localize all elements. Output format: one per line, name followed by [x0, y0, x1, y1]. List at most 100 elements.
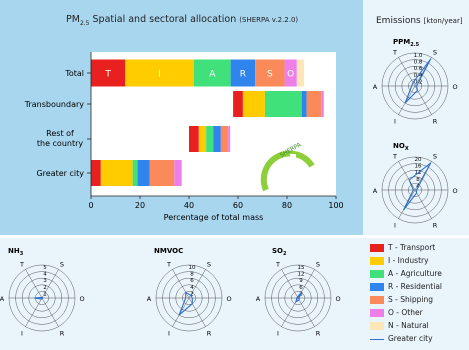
bar-segment-t	[233, 91, 243, 117]
radar-title: NH3	[8, 247, 24, 257]
radar-axis-label: A	[373, 187, 378, 195]
legend-item-greater-city: Greater city	[370, 334, 433, 344]
legend-label: R - Residential	[388, 282, 442, 291]
x-axis-label: Percentage of total mass	[164, 213, 264, 222]
bar-segment-a	[193, 59, 231, 87]
bar-segment-s	[255, 59, 285, 87]
radar-axis-label: R	[207, 330, 212, 338]
legend-item-o: O - Other	[370, 308, 423, 318]
radar-axis-label: A	[256, 295, 261, 303]
radar-axis-label: I	[394, 118, 396, 126]
radar-spoke	[398, 57, 416, 87]
bar-segment-r	[230, 59, 256, 87]
legend-swatch	[370, 283, 384, 291]
bar-segment-n	[296, 59, 305, 87]
radar-tick-label: 5	[43, 265, 47, 271]
radar-axis-label: R	[433, 222, 438, 230]
bar-segment-i	[100, 160, 133, 186]
radar-axis-label: A	[147, 295, 152, 303]
radar-axis-label: S	[433, 48, 437, 56]
bar-segment-r	[213, 126, 221, 152]
bar-segment-label: A	[209, 70, 216, 80]
bar-segment-label: I	[158, 70, 161, 80]
radar-spoke	[281, 269, 299, 299]
legend-swatch	[370, 296, 384, 304]
bar-segment-label: R	[240, 70, 246, 80]
bar-segment-r	[301, 91, 307, 117]
radar-axis-label: A	[0, 295, 5, 303]
radar-tick-label: 0.6	[414, 66, 423, 72]
legend-label: N - Natural	[388, 321, 429, 330]
radar-series-greater-city	[178, 291, 193, 316]
radar-title: SO2	[272, 247, 287, 257]
x-tick-label: 80	[282, 201, 292, 210]
chart-title: PM2.5 Spatial and sectoral allocation (S…	[66, 14, 298, 27]
radar-axis-label: T	[392, 152, 397, 160]
category-label: Total	[64, 69, 84, 78]
radar-spoke	[25, 269, 43, 299]
radar-axis-label: S	[316, 260, 320, 268]
radar-axis-label: S	[433, 152, 437, 160]
bar-segment-t	[189, 126, 199, 152]
legend-swatch	[370, 309, 384, 317]
bar-segment-s	[149, 160, 175, 186]
radar-spoke	[297, 297, 315, 327]
bar-segment-label: S	[267, 70, 273, 80]
bar-segment-r	[137, 160, 150, 186]
emissions-title: Emissions [kton/year]	[376, 16, 463, 26]
bar-segment-o	[174, 160, 182, 186]
legend-item-t: T - Transport	[370, 243, 435, 253]
radar-title: PPM2.5	[393, 38, 420, 48]
category-label: Rest of	[46, 129, 74, 138]
radar-tick-label: 10	[189, 265, 196, 271]
radar-axis-label: O	[79, 295, 84, 303]
radar-tick-label: 4	[43, 272, 47, 278]
legend-item-n: N - Natural	[370, 321, 429, 331]
title-version: (SHERPA v.2.2.0)	[239, 16, 299, 24]
radar-spoke	[398, 161, 416, 191]
title-sub: 2.5	[79, 19, 90, 27]
radar-series-greater-city	[34, 296, 44, 300]
radar-spoke	[414, 189, 432, 219]
legend-panel	[363, 238, 469, 350]
bar-segment-label: O	[287, 70, 294, 80]
x-tick-label: 0	[88, 201, 93, 210]
radar-axis-label: I	[394, 222, 396, 230]
bar-segment-o	[284, 59, 297, 87]
radar-tick-label: 3	[43, 278, 47, 284]
bar-segment-a	[132, 160, 138, 186]
emissions-title-text: Emissions	[376, 16, 421, 26]
radar-axis-label: I	[21, 330, 23, 338]
legend-swatch	[370, 244, 384, 252]
legend-label: I - Industry	[388, 256, 429, 265]
radar-spoke	[281, 297, 299, 327]
radar-title: NOX	[393, 142, 409, 152]
radar-spoke	[41, 269, 59, 299]
radar-tick-label: 4	[190, 285, 194, 291]
radar-title: NMVOC	[154, 247, 183, 255]
bar-segment-label: T	[104, 70, 111, 80]
emissions-panel	[363, 0, 469, 235]
radar-axis-label: R	[316, 330, 321, 338]
x-tick-label: 40	[184, 201, 194, 210]
radar-tick-label: 6	[299, 285, 303, 291]
radar-tick-label: 2	[43, 285, 47, 291]
legend-swatch	[370, 270, 384, 278]
radar-axis-label: I	[277, 330, 279, 338]
radar-spoke	[188, 269, 206, 299]
radar-axis-label: O	[335, 295, 340, 303]
title-rest: Spatial and sectoral allocation	[89, 14, 237, 25]
radar-tick-label: 15	[298, 265, 305, 271]
radar-tick-label: 1	[43, 291, 47, 297]
radar-axis-label: I	[168, 330, 170, 338]
radar-tick-label: 20	[415, 157, 422, 163]
radar-axis-label: S	[60, 260, 64, 268]
radar-tick-label: 8	[190, 272, 194, 278]
small-radar-panel	[0, 238, 363, 350]
